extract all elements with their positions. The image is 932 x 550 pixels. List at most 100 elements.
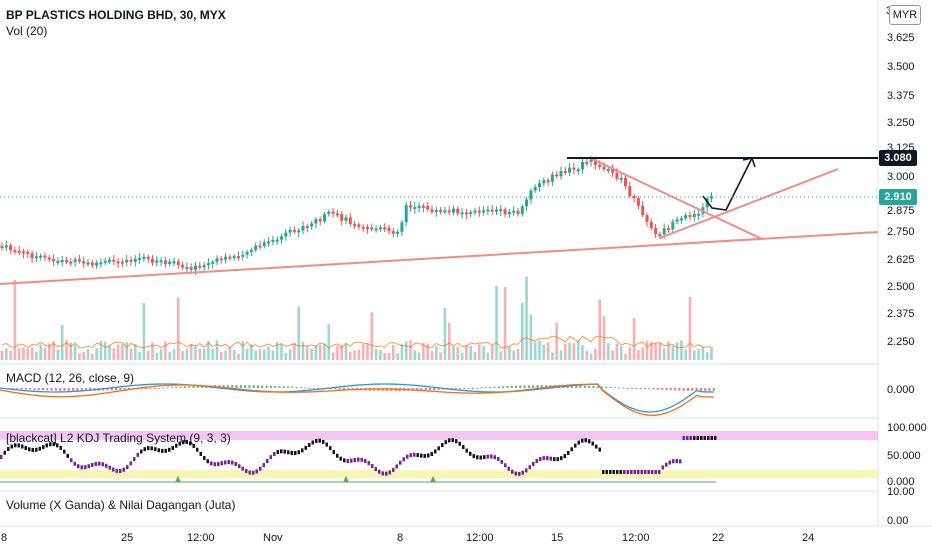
volume-indicator-label[interactable]: Vol (20) <box>6 24 48 38</box>
kdj-mark <box>192 444 195 449</box>
volume-bar <box>245 348 249 360</box>
volume-bar <box>654 343 657 360</box>
volume-bar <box>370 312 374 360</box>
kdj-mark <box>633 470 636 474</box>
macd-histogram-bar <box>519 385 522 388</box>
macd-histogram-bar <box>661 388 664 390</box>
candle-body <box>297 230 301 233</box>
macd-histogram-bar <box>644 388 646 389</box>
candle-body <box>189 267 193 270</box>
macd-histogram-bar <box>248 385 251 388</box>
candle-body <box>77 259 81 262</box>
volume-bar <box>482 346 485 360</box>
volume-bar <box>159 349 163 360</box>
kdj-mark <box>255 469 258 474</box>
macd-histogram-bar <box>201 385 204 388</box>
kdj-mark <box>679 459 682 464</box>
volume-bar <box>456 346 460 360</box>
volume-bar <box>151 342 154 360</box>
candle-body <box>159 260 163 263</box>
macd-indicator <box>0 383 715 416</box>
macd-histogram-bar <box>532 385 535 388</box>
volume-bar <box>331 352 335 360</box>
kdj-mark <box>521 470 524 475</box>
kdj-mark <box>245 469 248 474</box>
candle-body <box>692 214 696 218</box>
volume-bar <box>194 345 197 360</box>
volume-bar <box>637 350 640 360</box>
volume-bar <box>529 314 533 360</box>
kdj-mark <box>196 447 199 452</box>
candle-body <box>219 258 223 261</box>
kdj-mark <box>336 453 339 458</box>
kdj-mark <box>507 466 510 471</box>
candle-body <box>662 228 666 235</box>
kdj-mark <box>483 455 486 460</box>
volume-bar <box>353 350 356 360</box>
candle-body <box>503 209 507 215</box>
kdj-mark <box>581 438 584 443</box>
candle-body <box>641 205 645 216</box>
kdj-mark <box>644 470 647 474</box>
candle-body <box>671 221 675 230</box>
candle-body <box>598 164 602 167</box>
kdj-mark <box>623 470 626 474</box>
volume-bar <box>349 351 352 360</box>
volume-bar <box>91 353 94 360</box>
volume-bar <box>78 353 81 360</box>
kdj-mark <box>651 470 654 474</box>
volume-bar <box>619 346 623 360</box>
volume-bars <box>0 276 713 360</box>
macd-label[interactable]: MACD (12, 26, close, 9) <box>6 371 134 385</box>
kdj-mark <box>63 449 66 454</box>
kdj-mark <box>227 460 230 465</box>
volume-bar <box>611 350 614 360</box>
volume-bar <box>516 348 520 360</box>
macd-histogram-bar <box>454 388 457 389</box>
kdj-mark <box>682 436 685 440</box>
kdj-label[interactable]: [blackcat] L2 KDJ Trading System (9, 3, … <box>6 431 231 445</box>
candlesticks <box>0 156 713 275</box>
kdj-mark <box>329 446 332 451</box>
kdj-mark <box>574 443 577 448</box>
candle-body <box>563 170 567 173</box>
volume-bar <box>198 348 202 360</box>
volume-bar <box>465 344 468 360</box>
kdj-mark <box>45 443 48 448</box>
currency-button[interactable]: MYR <box>889 5 921 25</box>
vol2-label[interactable]: Volume (X Ganda) & Nilai Dagangan (Juta) <box>6 498 235 512</box>
volume-bar <box>211 349 214 360</box>
kdj-mark <box>395 464 398 469</box>
kdj-mark <box>308 443 311 448</box>
macd-histogram-bar <box>179 386 182 388</box>
volume-bar <box>95 348 98 360</box>
candle-body <box>318 219 322 222</box>
candle-body <box>267 241 271 244</box>
volume-bar <box>288 349 292 360</box>
candle-body <box>323 214 326 222</box>
kdj-mark <box>497 457 500 462</box>
kdj-mark <box>647 470 650 474</box>
volume-bar <box>697 349 700 360</box>
candle-body <box>86 262 90 265</box>
kdj-mark <box>357 457 360 462</box>
macd-histogram-bar <box>622 387 625 389</box>
candle-body <box>421 205 425 208</box>
volume-bar <box>284 353 288 360</box>
macd-histogram-bar <box>674 388 677 391</box>
candle-body <box>206 262 210 266</box>
volume-bar <box>564 343 567 360</box>
kdj-mark <box>10 444 13 449</box>
macd-histogram-bar <box>33 388 36 390</box>
kdj-mark <box>234 461 237 466</box>
kdj-mark <box>91 462 94 467</box>
candle-body <box>615 172 619 179</box>
symbol-title[interactable]: BP PLASTICS HOLDING BHD, 30, MYX <box>6 8 226 22</box>
kdj-mark <box>689 436 692 440</box>
macd-histogram-bar <box>312 387 315 389</box>
candle-body <box>181 264 185 268</box>
kdj-mark <box>553 457 556 462</box>
macd-histogram-bar <box>652 388 655 390</box>
volume-bar <box>551 352 554 360</box>
